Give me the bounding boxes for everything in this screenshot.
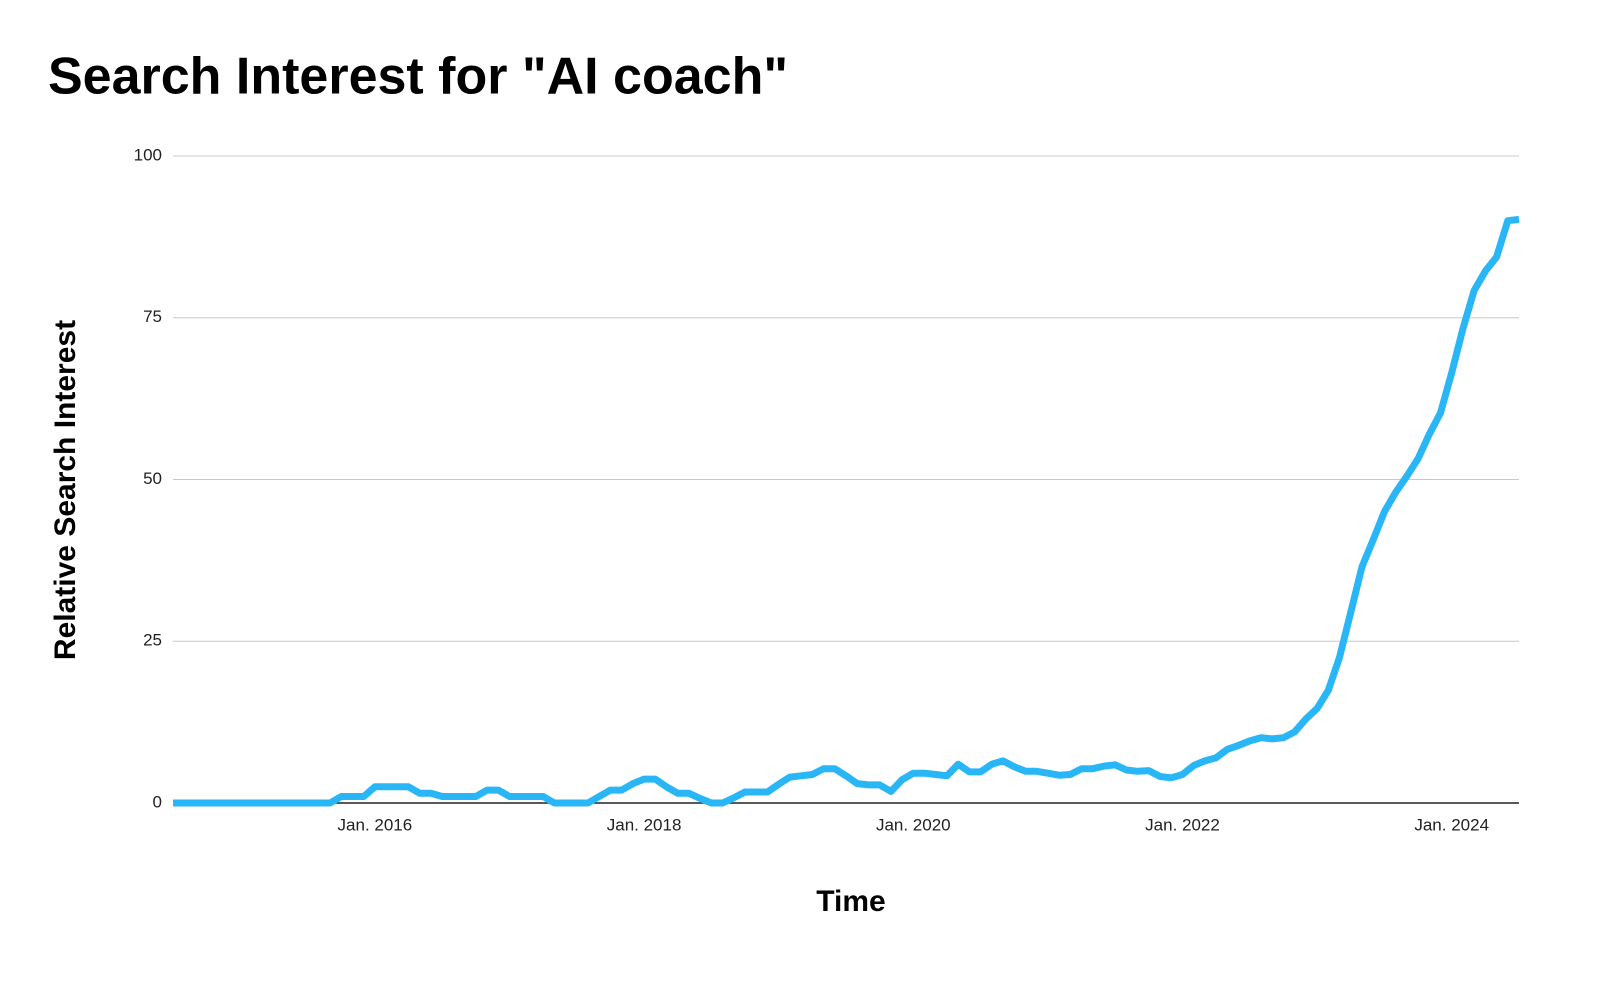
x-tick-label: Jan. 2018 — [607, 815, 682, 834]
x-axis-title: Time — [816, 885, 885, 918]
x-tick-label: Jan. 2024 — [1414, 815, 1489, 834]
y-tick-label: 25 — [143, 631, 162, 650]
x-tick-label: Jan. 2016 — [338, 815, 413, 834]
y-tick-label: 50 — [143, 469, 162, 488]
y-tick-label: 100 — [134, 145, 162, 164]
y-axis-title: Relative Search Interest — [49, 320, 82, 660]
x-tick-label: Jan. 2020 — [876, 815, 951, 834]
y-tick-label: 0 — [153, 792, 162, 811]
chart-title: Search Interest for "AI coach" — [48, 48, 788, 106]
data-line — [173, 215, 1520, 807]
x-tick-label: Jan. 2022 — [1145, 815, 1220, 834]
y-tick-label: 75 — [143, 307, 162, 326]
